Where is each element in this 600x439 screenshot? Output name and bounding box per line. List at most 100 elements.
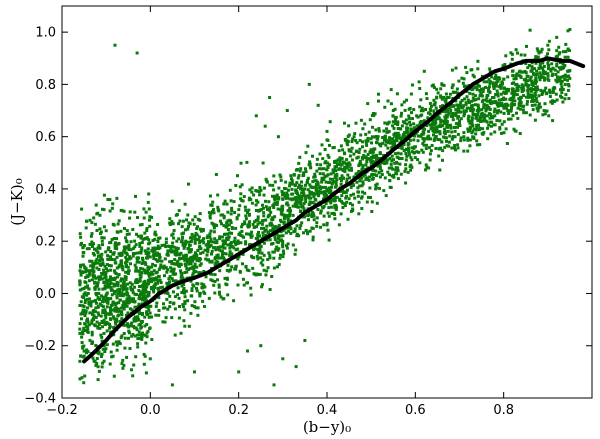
scatter-point (400, 111, 403, 115)
scatter-point (424, 168, 427, 172)
scatter-point (491, 81, 495, 85)
scatter-point (539, 75, 543, 79)
scatter-point (101, 325, 104, 329)
scatter-point (138, 270, 142, 274)
scatter-point (285, 191, 289, 195)
scatter-point (293, 197, 297, 201)
scatter-point (511, 99, 515, 103)
scatter-point (521, 108, 525, 112)
scatter-point (323, 175, 327, 179)
scatter-point (112, 284, 116, 288)
scatter-point (250, 230, 254, 234)
scatter-point (145, 310, 149, 314)
scatter-point (134, 355, 138, 359)
scatter-point (482, 106, 486, 110)
scatter-point (176, 293, 180, 297)
scatter-point (108, 198, 112, 202)
scatter-point (564, 50, 568, 54)
scatter-point (308, 202, 312, 206)
scatter-point (256, 247, 260, 251)
scatter-point (416, 139, 420, 143)
scatter-point (362, 174, 366, 178)
scatter-point (294, 200, 298, 204)
scatter-point (327, 206, 331, 210)
scatter-point (192, 257, 196, 261)
scatter-point (101, 287, 105, 291)
scatter-point (140, 262, 144, 266)
scatter-point (112, 308, 116, 312)
scatter-point (432, 98, 436, 102)
scatter-point (464, 65, 468, 69)
scatter-point (531, 108, 535, 112)
scatter-point (201, 299, 205, 303)
scatter-point (462, 138, 466, 142)
scatter-point (248, 243, 251, 247)
scatter-point (438, 132, 442, 136)
scatter-point (96, 246, 100, 250)
scatter-point (464, 109, 468, 113)
scatter-point (156, 279, 160, 283)
scatter-point (566, 55, 570, 59)
scatter-point (86, 306, 89, 310)
scatter-point (92, 299, 96, 303)
scatter-point (208, 244, 212, 248)
scatter-point (308, 160, 312, 164)
scatter-point (474, 94, 477, 98)
scatter-point (239, 241, 243, 245)
scatter-point (532, 72, 535, 76)
scatter-point (83, 329, 87, 332)
scatter-point (412, 122, 416, 126)
scatter-point (378, 151, 382, 155)
scatter-point (375, 153, 379, 157)
scatter-point (500, 122, 504, 126)
scatter-point (174, 251, 178, 255)
scatter-point (102, 280, 106, 284)
scatter-point (565, 75, 569, 79)
scatter-point (215, 224, 219, 227)
scatter-point (474, 103, 477, 107)
scatter-point (235, 217, 239, 221)
scatter-point (446, 113, 450, 117)
scatter-point (478, 89, 482, 93)
scatter-point (143, 285, 147, 289)
scatter-point (110, 303, 114, 307)
scatter-point (203, 305, 206, 308)
scatter-point (103, 350, 107, 353)
scatter-point (287, 229, 291, 233)
scatter-point (125, 257, 129, 261)
scatter-point (140, 234, 143, 238)
scatter-point (100, 335, 104, 339)
scatter-point (139, 266, 143, 270)
scatter-point (296, 192, 299, 196)
scatter-point (391, 140, 395, 144)
scatter-point (122, 245, 126, 249)
scatter-point (197, 271, 201, 275)
scatter-point (351, 207, 355, 211)
scatter-point (514, 76, 518, 80)
scatter-point (134, 269, 138, 273)
scatter-point (228, 246, 232, 250)
scatter-point (374, 159, 378, 163)
y-tick-label: 1.0 (35, 26, 56, 41)
scatter-point (97, 313, 101, 317)
scatter-point (426, 137, 430, 141)
scatter-point (471, 96, 475, 100)
scatter-point (537, 51, 541, 55)
scatter-point (113, 269, 116, 273)
scatter-point (402, 100, 406, 104)
scatter-point (98, 213, 102, 217)
scatter-point (186, 247, 190, 251)
scatter-point (200, 282, 204, 286)
scatter-point (347, 197, 351, 201)
scatter-point (389, 88, 393, 92)
scatter-point (78, 232, 82, 236)
scatter-point (170, 220, 174, 224)
scatter-point (445, 107, 449, 111)
scatter-point (465, 71, 469, 75)
scatter-point (331, 146, 335, 150)
scatter-point (516, 84, 520, 88)
scatter-point (547, 39, 551, 43)
scatter-point (199, 262, 203, 266)
scatter-point (218, 245, 222, 249)
scatter-point (112, 316, 116, 320)
